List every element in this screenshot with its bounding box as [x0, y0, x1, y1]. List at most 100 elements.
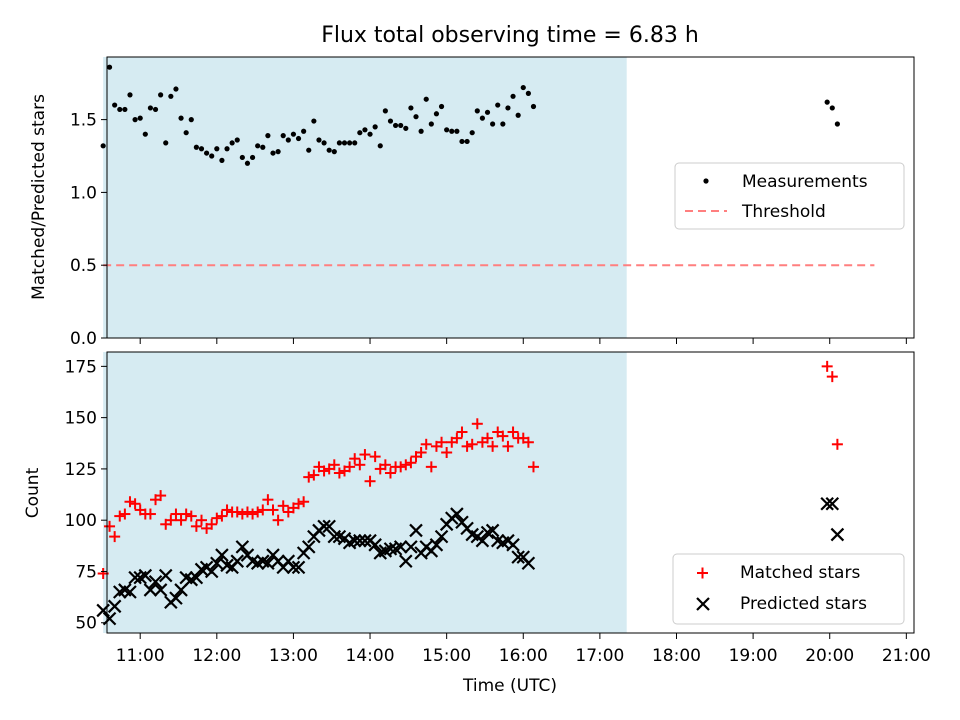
- matched-star-point: [328, 459, 340, 471]
- measurement-point: [198, 146, 205, 152]
- measurement-point: [433, 111, 440, 117]
- matched-star-point: [502, 440, 514, 452]
- x-tick-label: 17:00: [575, 646, 624, 666]
- predicted-star-point: [123, 585, 137, 599]
- predicted-star-point: [286, 560, 301, 575]
- measurement-point: [219, 157, 225, 163]
- matched-star-point: [466, 438, 478, 450]
- matched-star-point: [344, 461, 356, 473]
- measurement-point: [530, 103, 537, 110]
- matched-star-point: [400, 459, 412, 471]
- measurement-point: [520, 84, 526, 91]
- predicted-star-point: [358, 533, 372, 548]
- measurement-point: [326, 147, 332, 153]
- top-panel: 0.0 0.5 1.0 1.5 Matched/Predicted stars Mea…: [29, 56, 915, 349]
- matched-star-point: [359, 449, 371, 461]
- matched-star-point: [267, 504, 279, 516]
- measurement-point: [117, 106, 123, 113]
- matched-star-point: [293, 498, 305, 510]
- measurement-point: [336, 140, 342, 146]
- predicted-star-point: [485, 523, 500, 538]
- measurement-point: [193, 144, 199, 150]
- predicted-star-point: [301, 540, 316, 554]
- matched-star-point: [190, 520, 202, 532]
- matched-star-point: [527, 461, 539, 473]
- y-tick-label: 1.0: [70, 183, 97, 203]
- matched-star-point: [395, 461, 407, 473]
- predicted-star-point: [475, 533, 490, 548]
- matched-star-point: [298, 496, 310, 508]
- top-y-axis-label: Matched/Predicted stars: [29, 94, 49, 300]
- matched-star-point: [308, 469, 320, 481]
- predicted-star-point: [204, 564, 219, 579]
- matched-star-point: [369, 451, 381, 463]
- measurement-point: [275, 149, 281, 155]
- measurement-point: [377, 143, 383, 149]
- x-tick-label: 21:00: [882, 646, 931, 666]
- matched-star-point: [333, 467, 345, 479]
- matched-star-point: [109, 531, 121, 543]
- matched-star-point: [252, 506, 264, 518]
- measurement-point: [163, 140, 169, 146]
- x-axis-label: Time (UTC): [462, 676, 557, 696]
- legend-measurements-marker: [703, 178, 709, 184]
- predicted-star-point: [434, 529, 449, 544]
- measurement-point: [290, 131, 297, 137]
- measurement-point: [229, 140, 235, 146]
- matched-star-point: [821, 360, 833, 372]
- predicted-star-point: [235, 540, 250, 554]
- matched-star-point: [241, 506, 253, 518]
- measurement-point: [500, 121, 506, 127]
- predicted-star-point: [291, 560, 306, 575]
- matched-star-point: [471, 418, 483, 430]
- measurement-point: [249, 154, 256, 161]
- measurement-point: [137, 115, 143, 121]
- predicted-stars-points: [96, 497, 845, 626]
- measurement-point: [158, 92, 164, 98]
- matched-star-point: [195, 514, 207, 526]
- x-tick-label: 14:00: [346, 646, 395, 666]
- measurement-point: [168, 93, 174, 99]
- bottom-legend-box: [672, 553, 905, 625]
- y-tick-label: 0.0: [70, 329, 97, 349]
- measurement-point: [367, 131, 373, 137]
- measurement-point: [178, 115, 184, 121]
- matched-star-point: [216, 510, 228, 522]
- matched-star-point: [318, 465, 330, 477]
- y-tick-label: 75: [75, 562, 97, 582]
- measurement-point: [428, 121, 434, 127]
- matched-star-point: [507, 426, 519, 438]
- predicted-star-point: [153, 583, 168, 597]
- measurement-point: [285, 137, 291, 143]
- predicted-star-point: [261, 556, 275, 571]
- measurement-point: [316, 137, 322, 143]
- predicted-star-point: [820, 497, 834, 511]
- measurement-point: [301, 128, 307, 134]
- matched-star-point: [831, 438, 843, 450]
- measurement-point: [106, 64, 113, 70]
- measurement-point: [311, 118, 317, 124]
- predicted-star-point: [450, 507, 464, 521]
- measurement-point: [255, 143, 261, 149]
- measurement-point: [392, 122, 399, 129]
- matched-star-point: [247, 508, 259, 520]
- legend-matched-marker: [697, 567, 708, 579]
- matched-star-point: [451, 432, 463, 444]
- measurement-point: [418, 128, 424, 134]
- bottom-x-ticks: 11:00 12:00 13:00 14:00 15:00 16:00 17:00 18:00…: [116, 633, 931, 666]
- bottom-panel: 50 75 100 125 150 175 11:00 12:00 13:00 14:00 15:…: [23, 351, 931, 696]
- measurement-point: [295, 135, 302, 142]
- measurement-point: [203, 150, 210, 156]
- predicted-star-point: [368, 538, 382, 552]
- predicted-star-point: [174, 583, 188, 597]
- matched-star-point: [497, 430, 509, 442]
- predicted-star-point: [383, 542, 398, 556]
- x-tick-label: 16:00: [499, 646, 548, 666]
- measurement-point: [449, 128, 455, 134]
- measurement-point: [100, 143, 106, 149]
- matched-star-point: [354, 459, 366, 471]
- measurement-point: [234, 137, 240, 143]
- predicted-star-point: [511, 550, 525, 564]
- matched-star-point: [206, 518, 218, 530]
